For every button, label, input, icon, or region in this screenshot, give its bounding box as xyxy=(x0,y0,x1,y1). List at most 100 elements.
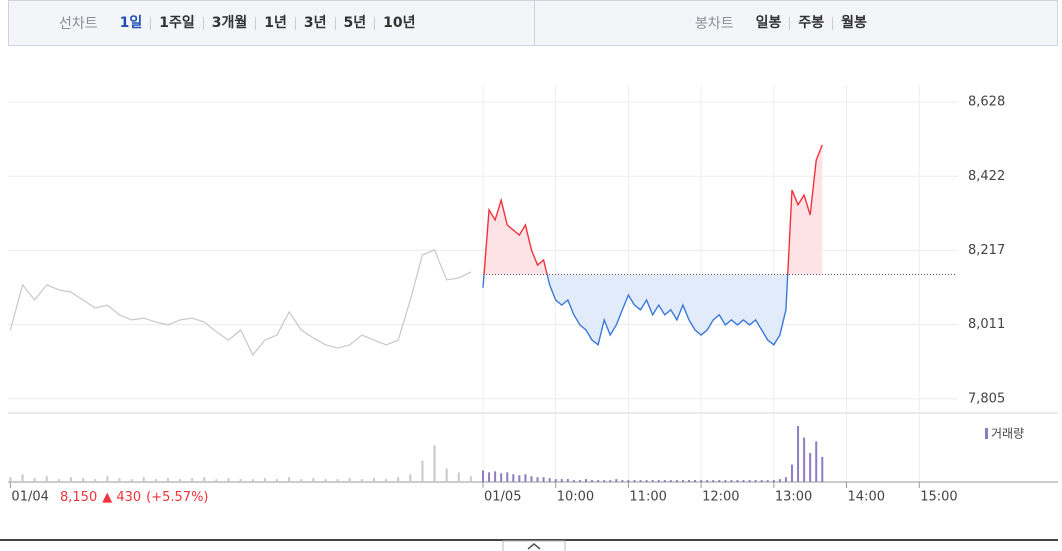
volume-bar xyxy=(766,480,769,482)
summary-change: ▲ 430 xyxy=(102,490,141,505)
volume-bar xyxy=(748,480,751,482)
volume-bar xyxy=(300,479,303,482)
volume-bar xyxy=(512,474,515,482)
volume-bar xyxy=(191,478,194,482)
x-tick-label: 15:00 xyxy=(920,490,957,505)
summary: 8,150 ▲ 430 (+5.57%) xyxy=(60,490,209,505)
y-tick-label: 8,422 xyxy=(968,169,1005,184)
volume-bar xyxy=(118,478,121,482)
volume-bar xyxy=(645,480,648,482)
volume-bar xyxy=(142,477,145,482)
period-tab[interactable]: 1일 xyxy=(119,14,143,31)
x-tick-label: 10:00 xyxy=(557,490,594,505)
volume-bar xyxy=(360,479,363,482)
period-tab[interactable]: 10년 xyxy=(374,16,423,30)
prev-line xyxy=(9,249,472,357)
volume-bar xyxy=(803,437,806,482)
volume-bar xyxy=(494,471,497,482)
period-tab[interactable]: 주봉 xyxy=(789,16,832,30)
volume-bar xyxy=(166,478,169,482)
volume-bar xyxy=(603,480,606,482)
line-chart-label: 선차트 xyxy=(59,16,98,32)
volume-bar xyxy=(57,479,60,482)
volume-bar xyxy=(9,477,12,482)
volume-bar xyxy=(554,479,557,482)
volume-bar xyxy=(694,480,697,482)
volume-bar xyxy=(687,480,690,482)
volume-bar xyxy=(591,480,594,482)
volume-bar xyxy=(742,480,745,482)
volume-bar xyxy=(179,479,182,482)
x-tick-label: 13:00 xyxy=(775,490,812,505)
volume-bar xyxy=(106,476,109,482)
volume-bar xyxy=(669,480,672,482)
volume-bar xyxy=(712,480,715,482)
volume-bar xyxy=(560,479,563,482)
volume-bar xyxy=(251,479,254,482)
volume-bar xyxy=(524,474,527,482)
volume-bar xyxy=(821,456,824,482)
collapse-button xyxy=(502,540,566,551)
volume-bar xyxy=(288,477,291,482)
y-tick-label: 8,217 xyxy=(968,243,1005,258)
summary-rate: (+5.57%) xyxy=(146,490,208,505)
period-tab[interactable]: 3년 xyxy=(294,16,335,30)
summary-close: 8,150 xyxy=(60,490,97,505)
volume-bar xyxy=(609,480,612,482)
volume-bar xyxy=(700,480,703,482)
period-tab[interactable]: 월봉 xyxy=(832,16,875,30)
volume-bar xyxy=(615,479,618,482)
volume-bar xyxy=(706,480,709,482)
period-tab[interactable]: 일봉 xyxy=(755,14,782,31)
area xyxy=(483,144,823,345)
line-chart-tabs: 선차트 1일 1주일 3개월 1년 3년 5년 10년 xyxy=(9,1,535,45)
volume-bar xyxy=(790,464,793,482)
period-tab[interactable]: 3개월 xyxy=(202,16,256,30)
volume-bar xyxy=(500,473,503,482)
candle-chart-label: 봉차트 xyxy=(695,16,734,32)
volume-bar xyxy=(203,477,206,482)
volume-bar xyxy=(324,479,327,482)
volume-bar xyxy=(482,470,484,482)
legend-label: 거래량 xyxy=(991,427,1024,441)
volume-bar xyxy=(548,478,551,482)
volume-bar xyxy=(578,480,581,482)
candle-chart-tabs: 봉차트 일봉 주봉 월봉 xyxy=(535,1,875,45)
volume-bar xyxy=(263,478,266,482)
volume-bar xyxy=(809,453,812,482)
volume-bar xyxy=(372,478,375,482)
volume-bar xyxy=(276,479,279,482)
volume-bar xyxy=(651,480,654,482)
y-tick-label: 8,011 xyxy=(968,317,1005,332)
volume-bar xyxy=(409,474,412,482)
volume-bar xyxy=(797,426,800,482)
volume-bar xyxy=(506,472,509,482)
volume-bar xyxy=(154,479,157,482)
x-tick-label: 01/04 xyxy=(11,490,48,505)
volume-bar xyxy=(760,480,763,482)
volume-bar xyxy=(584,479,587,482)
x-tick-label: 14:00 xyxy=(848,490,885,505)
period-tab[interactable]: 1주일 xyxy=(150,16,203,30)
volume-bar xyxy=(457,472,460,482)
y-tick-label: 8,628 xyxy=(968,94,1005,109)
x-tick-label: 12:00 xyxy=(702,490,739,505)
period-bar: 선차트 1일 1주일 3개월 1년 3년 5년 10년 봉차트 일봉 주봉 월봉 xyxy=(8,0,1058,46)
volume-bar xyxy=(70,477,73,482)
volume-bar xyxy=(385,479,388,482)
volume-bar xyxy=(621,480,624,482)
period-tab[interactable]: 5년 xyxy=(334,16,375,30)
volume-bar xyxy=(681,480,684,482)
volume-bar xyxy=(348,478,351,482)
period-tab[interactable]: 1년 xyxy=(255,16,295,30)
volume-bar xyxy=(542,477,545,482)
volume-bar xyxy=(445,468,448,482)
volume-bar xyxy=(33,478,36,482)
volume-bar xyxy=(724,480,727,482)
volume-bar xyxy=(518,475,521,482)
price-line xyxy=(482,144,823,347)
volume-bar xyxy=(530,476,533,482)
volume-bar xyxy=(675,480,678,482)
volume-bar xyxy=(772,480,775,482)
volume-bar xyxy=(82,478,85,482)
